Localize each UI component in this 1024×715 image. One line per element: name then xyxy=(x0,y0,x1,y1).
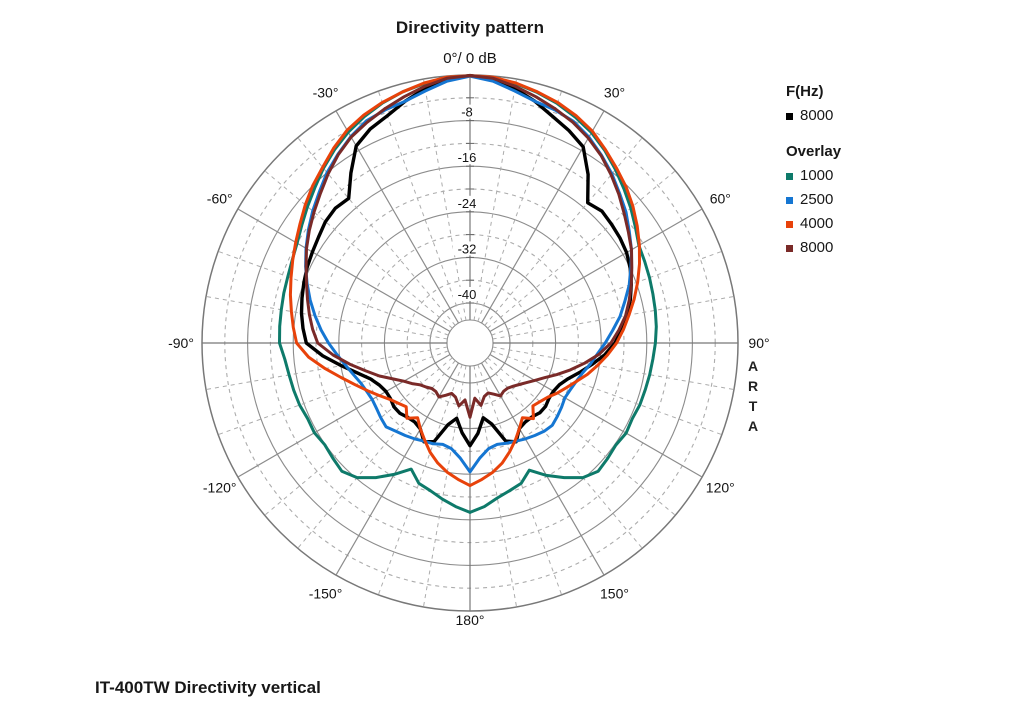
db-label--8: -8 xyxy=(461,105,473,120)
legend-swatch-8000 xyxy=(786,244,793,252)
grid-spoke-150 xyxy=(480,362,605,576)
legend-label-2500: 2500 xyxy=(800,191,834,208)
legend-item-overlay-2500: 2500 xyxy=(786,188,841,212)
grid-spoke-80 xyxy=(492,295,735,340)
legend-freq-header: F(Hz) xyxy=(786,83,824,100)
grid-spoke-100 xyxy=(492,346,735,391)
grid-spoke-210 xyxy=(335,362,460,576)
grid-spoke-20 xyxy=(477,90,563,322)
legend-label-8000: 8000 xyxy=(800,239,834,256)
grid-center-ring xyxy=(446,319,494,367)
angle-label-150: 150° xyxy=(600,585,629,601)
grid-spoke-220 xyxy=(297,360,456,549)
grid-spoke-320 xyxy=(297,137,456,326)
grid-spoke-340 xyxy=(377,90,463,322)
grid-spoke-190 xyxy=(422,365,467,608)
grid-spoke-140 xyxy=(484,360,643,549)
grid-spoke-60 xyxy=(489,208,703,333)
grid-spoke-240 xyxy=(237,353,451,478)
legend-item-overlay-4000: 4000 xyxy=(786,212,841,236)
angle-label-90: 90° xyxy=(748,335,769,351)
polar-grid: -8 -16 -24 -32 -40 -30° -60° -90° -120° -150° 180°… xyxy=(168,50,770,628)
grid-spoke-170 xyxy=(473,365,518,608)
db-label--32: -32 xyxy=(458,241,477,256)
grid-spoke-300 xyxy=(237,208,451,333)
arta-letter-2: R xyxy=(747,378,759,394)
grid-spoke-40 xyxy=(484,137,643,326)
grid-spoke-310 xyxy=(264,170,453,329)
angle-label--150: -150° xyxy=(309,585,343,601)
db-label-bg xyxy=(453,287,481,301)
legend-gap xyxy=(786,128,841,140)
grid-spoke-290 xyxy=(217,250,449,336)
db-label-bg xyxy=(453,150,481,165)
legend-swatch-4000 xyxy=(786,220,793,228)
angle-label--30: -30° xyxy=(313,85,339,101)
angle-label-60: 60° xyxy=(710,191,731,207)
grid-spoke-280 xyxy=(205,295,448,340)
db-label--16: -16 xyxy=(458,150,477,165)
grid-spoke-120 xyxy=(489,353,703,478)
grid-spoke-30 xyxy=(480,110,605,324)
db-label-bg xyxy=(453,195,481,210)
grid-spoke-330 xyxy=(335,110,460,324)
legend-label-4000: 4000 xyxy=(800,215,834,232)
legend-item-overlay-1000: 1000 xyxy=(786,164,841,188)
angle-label--120: -120° xyxy=(203,480,237,496)
db-label--40: -40 xyxy=(458,287,477,302)
legend: F(Hz) 8000 Overlay 1000 2500 4000 8000 xyxy=(786,80,841,260)
angle-label-180: 180° xyxy=(456,612,485,628)
arta-watermark: A R T A xyxy=(745,356,761,436)
angle-label-30: 30° xyxy=(604,85,625,101)
grid-spoke-70 xyxy=(491,250,723,336)
angle-label--90: -90° xyxy=(168,335,194,351)
chart-title: Directivity pattern xyxy=(395,18,545,37)
legend-swatch-main xyxy=(786,112,793,120)
grid-spoke-160 xyxy=(477,364,563,596)
angle-label--60: -60° xyxy=(207,191,233,207)
arta-letter-3: T xyxy=(748,398,758,414)
grid-spoke-350 xyxy=(422,78,467,321)
legend-label-main: 8000 xyxy=(800,107,834,124)
db-label-bg xyxy=(453,241,481,256)
db-label--24: -24 xyxy=(458,196,477,211)
legend-label-1000: 1000 xyxy=(800,167,834,184)
grid-spoke-50 xyxy=(487,170,676,329)
grid-spoke-10 xyxy=(473,78,518,321)
grid-spoke-110 xyxy=(491,350,723,436)
legend-overlay-header: Overlay xyxy=(786,143,842,160)
arta-letter-4: A xyxy=(747,418,759,434)
plot-caption: IT-400TW Directivity vertical xyxy=(95,678,321,697)
polar-curves xyxy=(278,73,658,514)
legend-swatch-2500 xyxy=(786,196,793,204)
legend-item-overlay-8000: 8000 xyxy=(786,236,841,260)
grid-spoke-250 xyxy=(217,350,449,436)
series-path-8000-overlay xyxy=(304,74,634,419)
angle-label-120: 120° xyxy=(706,480,735,496)
apex-label: 0°/ 0 dB xyxy=(443,50,497,67)
db-label-bg xyxy=(453,104,481,119)
arta-letter-1: A xyxy=(747,358,759,374)
legend-item-main-8000: 8000 xyxy=(786,104,841,128)
grid-spoke-200 xyxy=(377,364,463,596)
legend-swatch-1000 xyxy=(786,172,793,180)
